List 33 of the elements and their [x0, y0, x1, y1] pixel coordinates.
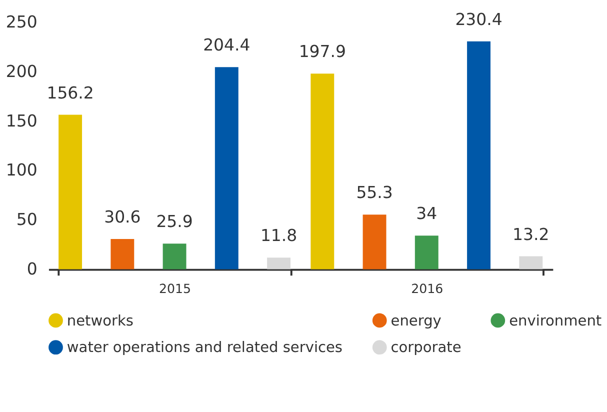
y-tick-label: 50	[16, 210, 38, 230]
legend-label: corporate	[390, 340, 462, 356]
data-label: 11.8	[260, 226, 298, 246]
y-tick-label: 100	[6, 160, 38, 180]
bar	[58, 114, 82, 270]
data-label: 25.9	[156, 212, 193, 232]
data-label: 204.4	[203, 36, 250, 55]
bar	[110, 239, 134, 270]
y-tick-label: 150	[6, 111, 38, 130]
data-label: 34	[416, 204, 438, 224]
data-label: 13.2	[512, 224, 550, 244]
bar	[362, 214, 386, 270]
legend-label: networks	[66, 313, 134, 330]
y-tick-label: 200	[6, 62, 38, 81]
legend-label: water operations and related services	[66, 340, 342, 356]
bar	[467, 41, 490, 270]
y-tick-label: 0	[26, 260, 38, 279]
legend-label: environment	[509, 313, 602, 330]
bar	[162, 244, 186, 270]
bar	[519, 256, 543, 270]
data-label: 30.6	[104, 208, 141, 227]
data-label: 197.9	[298, 42, 346, 62]
x-tick-label: 2015	[158, 281, 192, 296]
bar	[267, 258, 291, 270]
bar	[214, 67, 238, 270]
x-tick-label: 2016	[411, 281, 444, 296]
data-label: 156.2	[46, 83, 94, 102]
y-tick-label: 250	[6, 12, 38, 32]
data-label: 55.3	[356, 183, 393, 202]
bar	[310, 74, 334, 270]
legend-label: energy	[390, 313, 442, 330]
bar	[414, 236, 438, 270]
data-label: 230.4	[455, 10, 502, 29]
